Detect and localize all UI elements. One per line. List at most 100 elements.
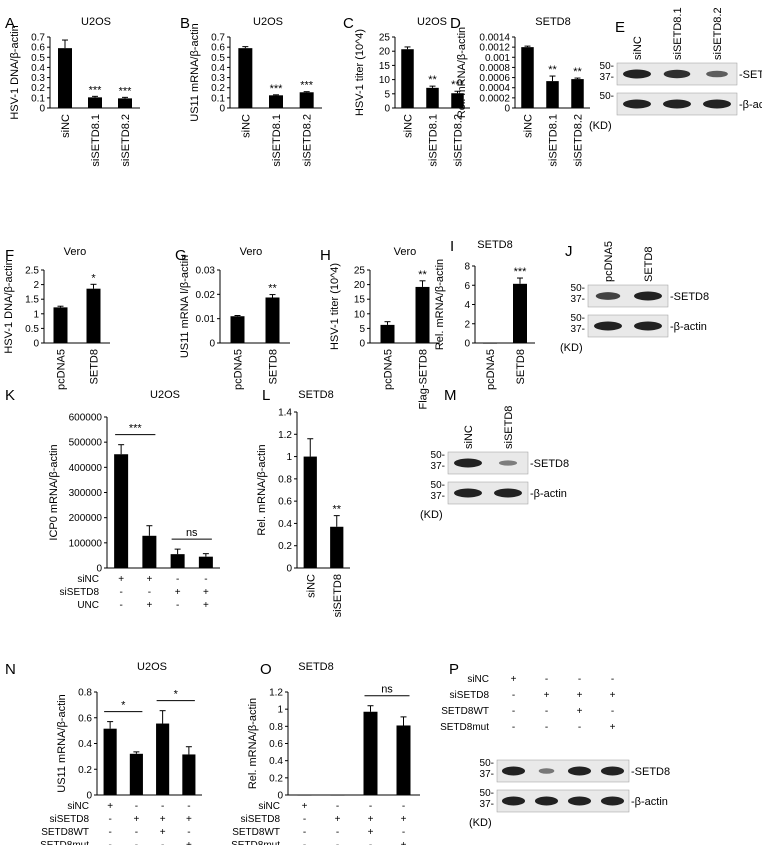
y-tick-label: 0.5 [211, 53, 225, 64]
y-tick-label: 0.02 [196, 290, 216, 301]
y-tick-label: 0.6 [211, 43, 225, 54]
blot-strip [496, 789, 630, 813]
blot-band [501, 766, 526, 776]
treatment-label: SETD8WT [232, 827, 280, 838]
x-tick-label: siSETD8.2 [120, 114, 132, 167]
y-tick-label: 0.0008 [479, 63, 510, 74]
blot-band [634, 321, 662, 331]
y-tick-label: 0.6 [269, 739, 283, 750]
x-tick-label: pcDNA5 [383, 349, 395, 390]
y-tick-label: 0 [96, 564, 102, 575]
y-axis-label: ICP0 mRNA/β-actin [48, 444, 60, 540]
treatment-mark: - [402, 801, 405, 812]
treatment-label: siNC [258, 801, 280, 812]
blot-band [634, 291, 662, 301]
treatment-mark: + [610, 722, 616, 733]
bar-1 [265, 297, 280, 343]
significance-label: ns [381, 684, 393, 696]
y-tick-label: 0 [86, 791, 92, 802]
treatment-mark: - [369, 801, 372, 812]
treatment-mark: - [611, 674, 614, 685]
lane-label: pcDNA5 [603, 241, 615, 282]
treatment-mark: - [108, 814, 111, 825]
blot-strip [447, 481, 529, 505]
y-axis-label: HSV-1 titer (10^4) [354, 29, 366, 116]
bar-1 [546, 81, 559, 108]
y-tick-label: 1.2 [269, 688, 283, 699]
y-tick-label: 25 [379, 33, 391, 44]
y-tick-label: 0.001 [485, 53, 510, 64]
y-tick-label: 4 [464, 300, 470, 311]
x-tick-label: Flag-SETD8 [418, 349, 430, 410]
chart-title: Vero [64, 246, 87, 258]
x-tick-label: pcDNA5 [233, 349, 245, 390]
treatment-mark: - [119, 600, 122, 611]
y-axis-label: HSV-1 DNA/β-actin [9, 25, 21, 119]
treatment-mark: - [369, 840, 372, 845]
y-tick-label: 600000 [69, 413, 103, 424]
significance-label: * [174, 689, 179, 701]
significance-label: ** [428, 74, 437, 86]
bar-0 [401, 49, 414, 108]
protein-label: -β-actin [670, 321, 707, 333]
lane-label: SETD8 [643, 247, 655, 282]
x-tick-label: siSETD8 [332, 574, 344, 617]
y-tick-label: 1.5 [25, 295, 39, 306]
unit-label: (KD) [469, 817, 492, 829]
y-tick-label: 2.5 [25, 266, 39, 277]
significance-label: ** [573, 66, 582, 78]
treatment-mark: + [160, 827, 166, 838]
bar-0 [103, 728, 117, 795]
treatment-label: siNC [467, 674, 489, 685]
marker-label: 37- [431, 491, 445, 502]
bar-2 [156, 723, 170, 795]
treatment-mark: - [148, 587, 151, 598]
y-tick-label: 0.8 [78, 688, 92, 699]
bar-3 [198, 556, 213, 568]
treatment-mark: - [512, 706, 515, 717]
chart-title: SETD8 [535, 16, 570, 28]
panel-letter: A [5, 15, 15, 32]
x-tick-label: siSETD8.1 [90, 114, 102, 167]
treatment-mark: - [187, 827, 190, 838]
treatment-mark: + [160, 814, 166, 825]
panel-letter: L [262, 387, 270, 404]
significance-label: *** [89, 84, 103, 96]
x-tick-label: siSETD8.2 [302, 114, 314, 167]
bar-0 [297, 794, 312, 796]
treatment-mark: + [107, 801, 113, 812]
marker-label: 37- [480, 769, 494, 780]
chart-panel-O: O SETD8 0 0.2 0.4 0.6 0.8 1 1.2 Rel. mRNA/β-actin… [231, 661, 420, 845]
y-tick-label: 0 [219, 104, 225, 115]
y-tick-label: 0.0012 [479, 43, 510, 54]
y-tick-label: 0 [504, 104, 510, 115]
y-tick-label: 1 [286, 452, 292, 463]
blot-band [595, 292, 621, 300]
blot-band [454, 458, 482, 468]
chart-title: U2OS [137, 661, 167, 673]
y-tick-label: 100000 [69, 538, 103, 549]
treatment-mark: - [578, 722, 581, 733]
y-tick-label: 20 [354, 280, 366, 291]
y-tick-label: 0.0002 [479, 93, 510, 104]
bar-1 [269, 95, 283, 108]
y-tick-label: 0.4 [31, 63, 45, 74]
y-tick-label: 0.7 [31, 33, 45, 44]
blot-band [663, 69, 691, 79]
treatment-mark: + [335, 814, 341, 825]
treatment-mark: - [578, 674, 581, 685]
treatment-mark: + [118, 574, 124, 585]
blot-band [454, 488, 482, 498]
lane-label: siSETD8 [503, 406, 515, 449]
bar-0 [114, 454, 129, 568]
chart-title: U2OS [150, 389, 180, 401]
x-tick-label: siNC [523, 114, 535, 138]
treatment-mark: - [336, 827, 339, 838]
significance-label: * [91, 272, 96, 284]
y-tick-label: 8 [464, 262, 470, 273]
blot-band [498, 460, 518, 466]
treatment-mark: + [203, 587, 209, 598]
treatment-label: siSETD8 [60, 587, 100, 598]
